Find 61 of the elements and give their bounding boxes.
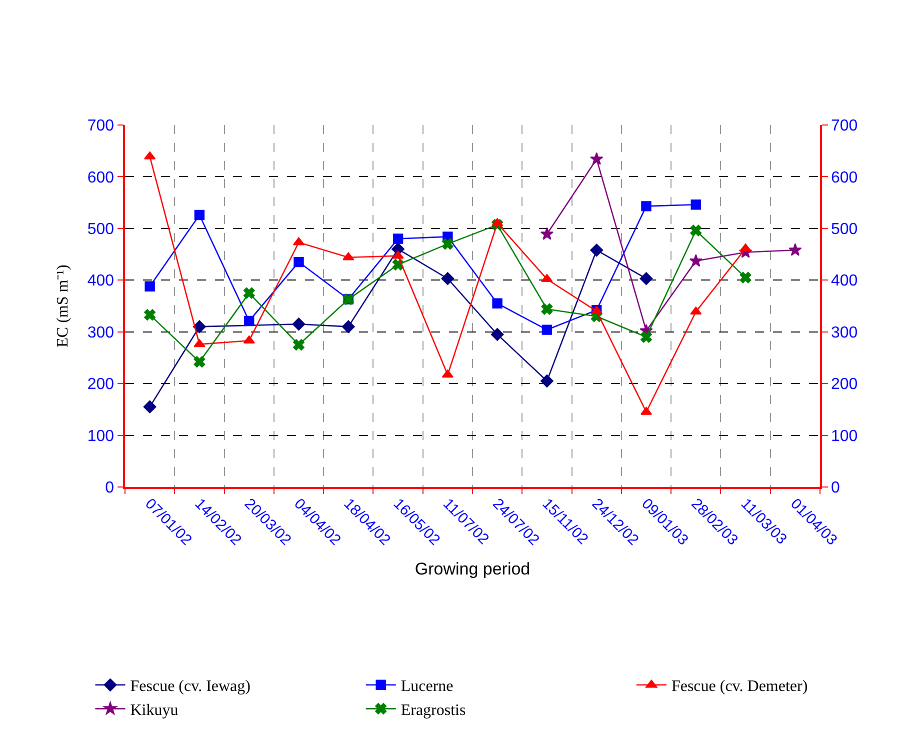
point — [342, 320, 355, 334]
point — [144, 151, 156, 160]
point — [143, 400, 156, 414]
point — [193, 320, 206, 334]
point — [640, 272, 653, 286]
point — [392, 250, 404, 259]
point — [144, 309, 156, 320]
y2-tick-label: 300 — [830, 324, 858, 342]
y-tick-label: 600 — [87, 169, 114, 186]
y-tick-label: 300 — [87, 324, 114, 342]
point — [392, 234, 404, 244]
legend-label: Kikuyu — [130, 702, 178, 719]
point — [689, 254, 702, 267]
point — [788, 243, 802, 256]
legend-label: Fescue (cv. Demeter) — [671, 678, 808, 696]
y2-tick-label: 500 — [830, 221, 858, 238]
x-axis-title: Growing period — [414, 560, 530, 579]
point — [590, 152, 604, 165]
y-tick-label: 100 — [87, 428, 114, 445]
point — [442, 238, 454, 250]
point — [442, 370, 454, 378]
y-tick-label: 500 — [87, 221, 114, 238]
legend-label: Fescue (cv. Iewag) — [130, 678, 250, 696]
point — [194, 356, 206, 368]
point — [294, 256, 304, 268]
y-tick-label: 200 — [87, 376, 114, 394]
point — [641, 201, 652, 212]
point — [541, 303, 553, 315]
point — [490, 328, 504, 341]
point — [690, 200, 701, 210]
point — [740, 272, 752, 284]
point — [690, 224, 702, 236]
point — [342, 252, 354, 260]
y2-tick-label: 0 — [830, 480, 840, 497]
point — [144, 281, 155, 292]
y2-tick-label: 600 — [830, 169, 858, 186]
y-tick-label: 0 — [105, 480, 114, 497]
y2-tick-label: 200 — [830, 376, 858, 394]
point — [243, 287, 255, 299]
point — [244, 316, 254, 326]
point — [492, 218, 504, 226]
point — [640, 331, 652, 343]
y-tick-label: 700 — [87, 118, 114, 135]
point — [542, 324, 552, 335]
legend-label: Lucerne — [400, 678, 454, 696]
point — [540, 227, 554, 240]
y2-tick-label: 700 — [830, 118, 858, 135]
point — [690, 306, 702, 315]
point — [441, 272, 454, 286]
point — [540, 374, 554, 388]
point — [194, 210, 205, 220]
y-axis-title: EC (mS m⁻¹) — [54, 264, 72, 348]
point — [292, 318, 306, 331]
point — [194, 339, 206, 348]
point — [590, 244, 604, 257]
point — [293, 339, 304, 350]
y-tick-label: 400 — [87, 272, 114, 290]
y2-tick-label: 400 — [830, 272, 858, 290]
legend-label: Eragrostis — [400, 702, 466, 719]
point — [492, 298, 502, 309]
y2-tick-label: 100 — [830, 428, 858, 445]
